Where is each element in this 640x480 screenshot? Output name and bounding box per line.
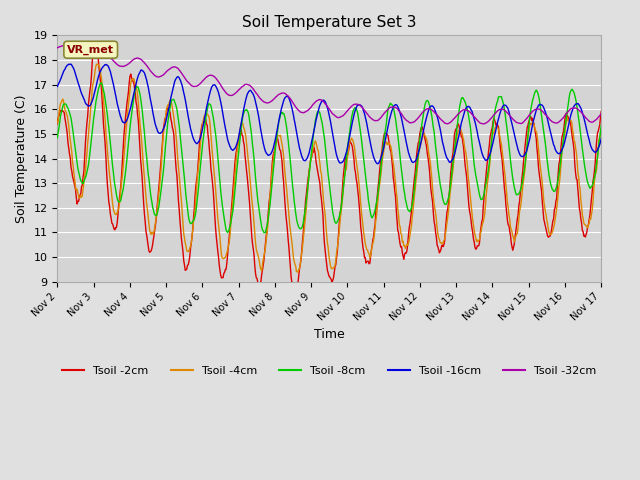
X-axis label: Time: Time: [314, 328, 345, 341]
Y-axis label: Soil Temperature (C): Soil Temperature (C): [15, 94, 28, 223]
Text: VR_met: VR_met: [67, 45, 114, 55]
Title: Soil Temperature Set 3: Soil Temperature Set 3: [242, 15, 417, 30]
Legend: Tsoil -2cm, Tsoil -4cm, Tsoil -8cm, Tsoil -16cm, Tsoil -32cm: Tsoil -2cm, Tsoil -4cm, Tsoil -8cm, Tsoi…: [58, 361, 601, 380]
